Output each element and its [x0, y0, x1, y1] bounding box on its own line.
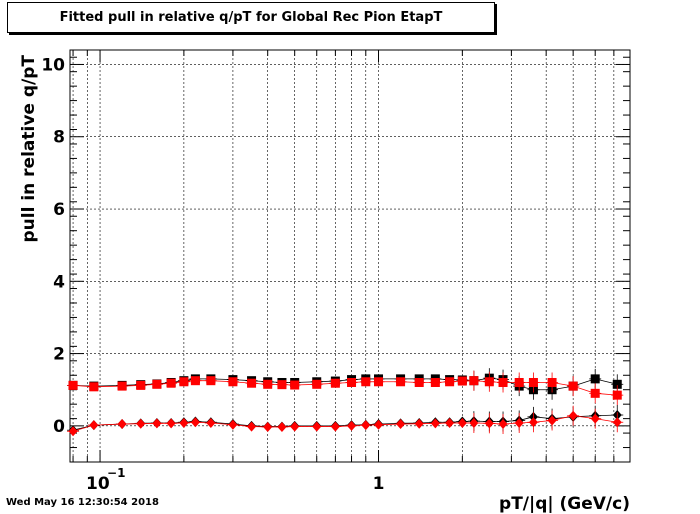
- data-point: [68, 426, 78, 437]
- data-point: [514, 417, 524, 428]
- plot-frame: [69, 49, 631, 463]
- data-point: [206, 417, 216, 428]
- data-point: [457, 376, 467, 386]
- data-point: [469, 376, 479, 386]
- data-point: [290, 421, 300, 432]
- data-point: [290, 380, 300, 390]
- data-point: [528, 377, 538, 387]
- data-point: [568, 410, 578, 421]
- series-3: [67, 405, 624, 436]
- data-point: [498, 377, 508, 387]
- data-point: [347, 420, 357, 431]
- data-point: [374, 419, 384, 430]
- data-point: [514, 377, 524, 387]
- data-point: [590, 374, 600, 384]
- data-point: [612, 417, 622, 428]
- data-point: [312, 379, 322, 389]
- data-point: [247, 378, 257, 388]
- data-point: [361, 420, 371, 431]
- data-point: [547, 415, 557, 426]
- data-point: [263, 379, 273, 389]
- data-point: [374, 377, 384, 387]
- data-point: [396, 419, 406, 430]
- y-tick-label: 2: [53, 345, 65, 365]
- data-point: [68, 380, 78, 390]
- y-tick-label: 10: [41, 55, 65, 75]
- y-tick-label: 4: [53, 272, 65, 292]
- data-point: [414, 418, 424, 429]
- data-point: [136, 418, 146, 429]
- data-point: [430, 418, 440, 429]
- timestamp: Wed May 16 12:30:54 2018: [6, 497, 159, 508]
- data-point: [568, 381, 578, 391]
- data-point: [277, 380, 287, 390]
- data-point: [484, 377, 494, 387]
- data-point: [89, 382, 99, 392]
- y-tick-label: 6: [53, 200, 65, 220]
- x-axis-label: pT/|q| (GeV/c): [499, 494, 630, 514]
- data-point: [414, 377, 424, 387]
- axis-ticks: [70, 50, 630, 463]
- data-point: [330, 421, 340, 432]
- data-point: [590, 388, 600, 398]
- data-point: [445, 417, 455, 428]
- chart-title: Fitted pull in relative q/pT for Global …: [59, 10, 443, 25]
- grid: [70, 50, 630, 462]
- data-point: [117, 381, 127, 391]
- data-point: [166, 418, 176, 429]
- data-point: [396, 377, 406, 387]
- data-point: [206, 376, 216, 386]
- data-point: [179, 417, 189, 428]
- data-point: [190, 417, 200, 428]
- data-point: [547, 377, 557, 387]
- title-box: Fitted pull in relative q/pT for Global …: [7, 2, 495, 33]
- data-point: [330, 378, 340, 388]
- data-point: [312, 421, 322, 432]
- x-tick-label: 1: [373, 474, 385, 494]
- data-point: [484, 418, 494, 429]
- x-tick-label: 10: [86, 474, 110, 494]
- data-point: [445, 377, 455, 387]
- data-point: [361, 377, 371, 387]
- y-axis-label: pull in relative q/pT: [19, 55, 39, 243]
- data-point: [247, 421, 257, 432]
- data-point: [528, 417, 538, 428]
- data-point: [457, 417, 467, 428]
- data-point: [228, 419, 238, 430]
- data-point: [152, 379, 162, 389]
- series-4: [67, 405, 624, 437]
- data-point: [347, 377, 357, 387]
- series-1: [67, 368, 624, 400]
- series-2: [67, 370, 624, 406]
- data-point: [166, 378, 176, 388]
- data-point: [152, 418, 162, 429]
- data-point: [89, 420, 99, 431]
- data-point: [612, 390, 622, 400]
- y-tick-label: 8: [53, 128, 65, 148]
- data-point: [190, 376, 200, 386]
- data-point: [498, 419, 508, 430]
- data-point: [179, 377, 189, 387]
- x-tick-label-exponent: −1: [107, 466, 125, 480]
- data-point: [469, 417, 479, 428]
- y-tick-label: 0: [53, 417, 65, 437]
- data-point: [263, 421, 273, 432]
- data-point: [117, 419, 127, 430]
- data-point: [430, 377, 440, 387]
- data-point: [277, 421, 287, 432]
- data-point: [228, 377, 238, 387]
- data-point: [612, 379, 622, 389]
- data-point: [136, 380, 146, 390]
- data-series: [67, 368, 624, 437]
- data-point: [590, 413, 600, 424]
